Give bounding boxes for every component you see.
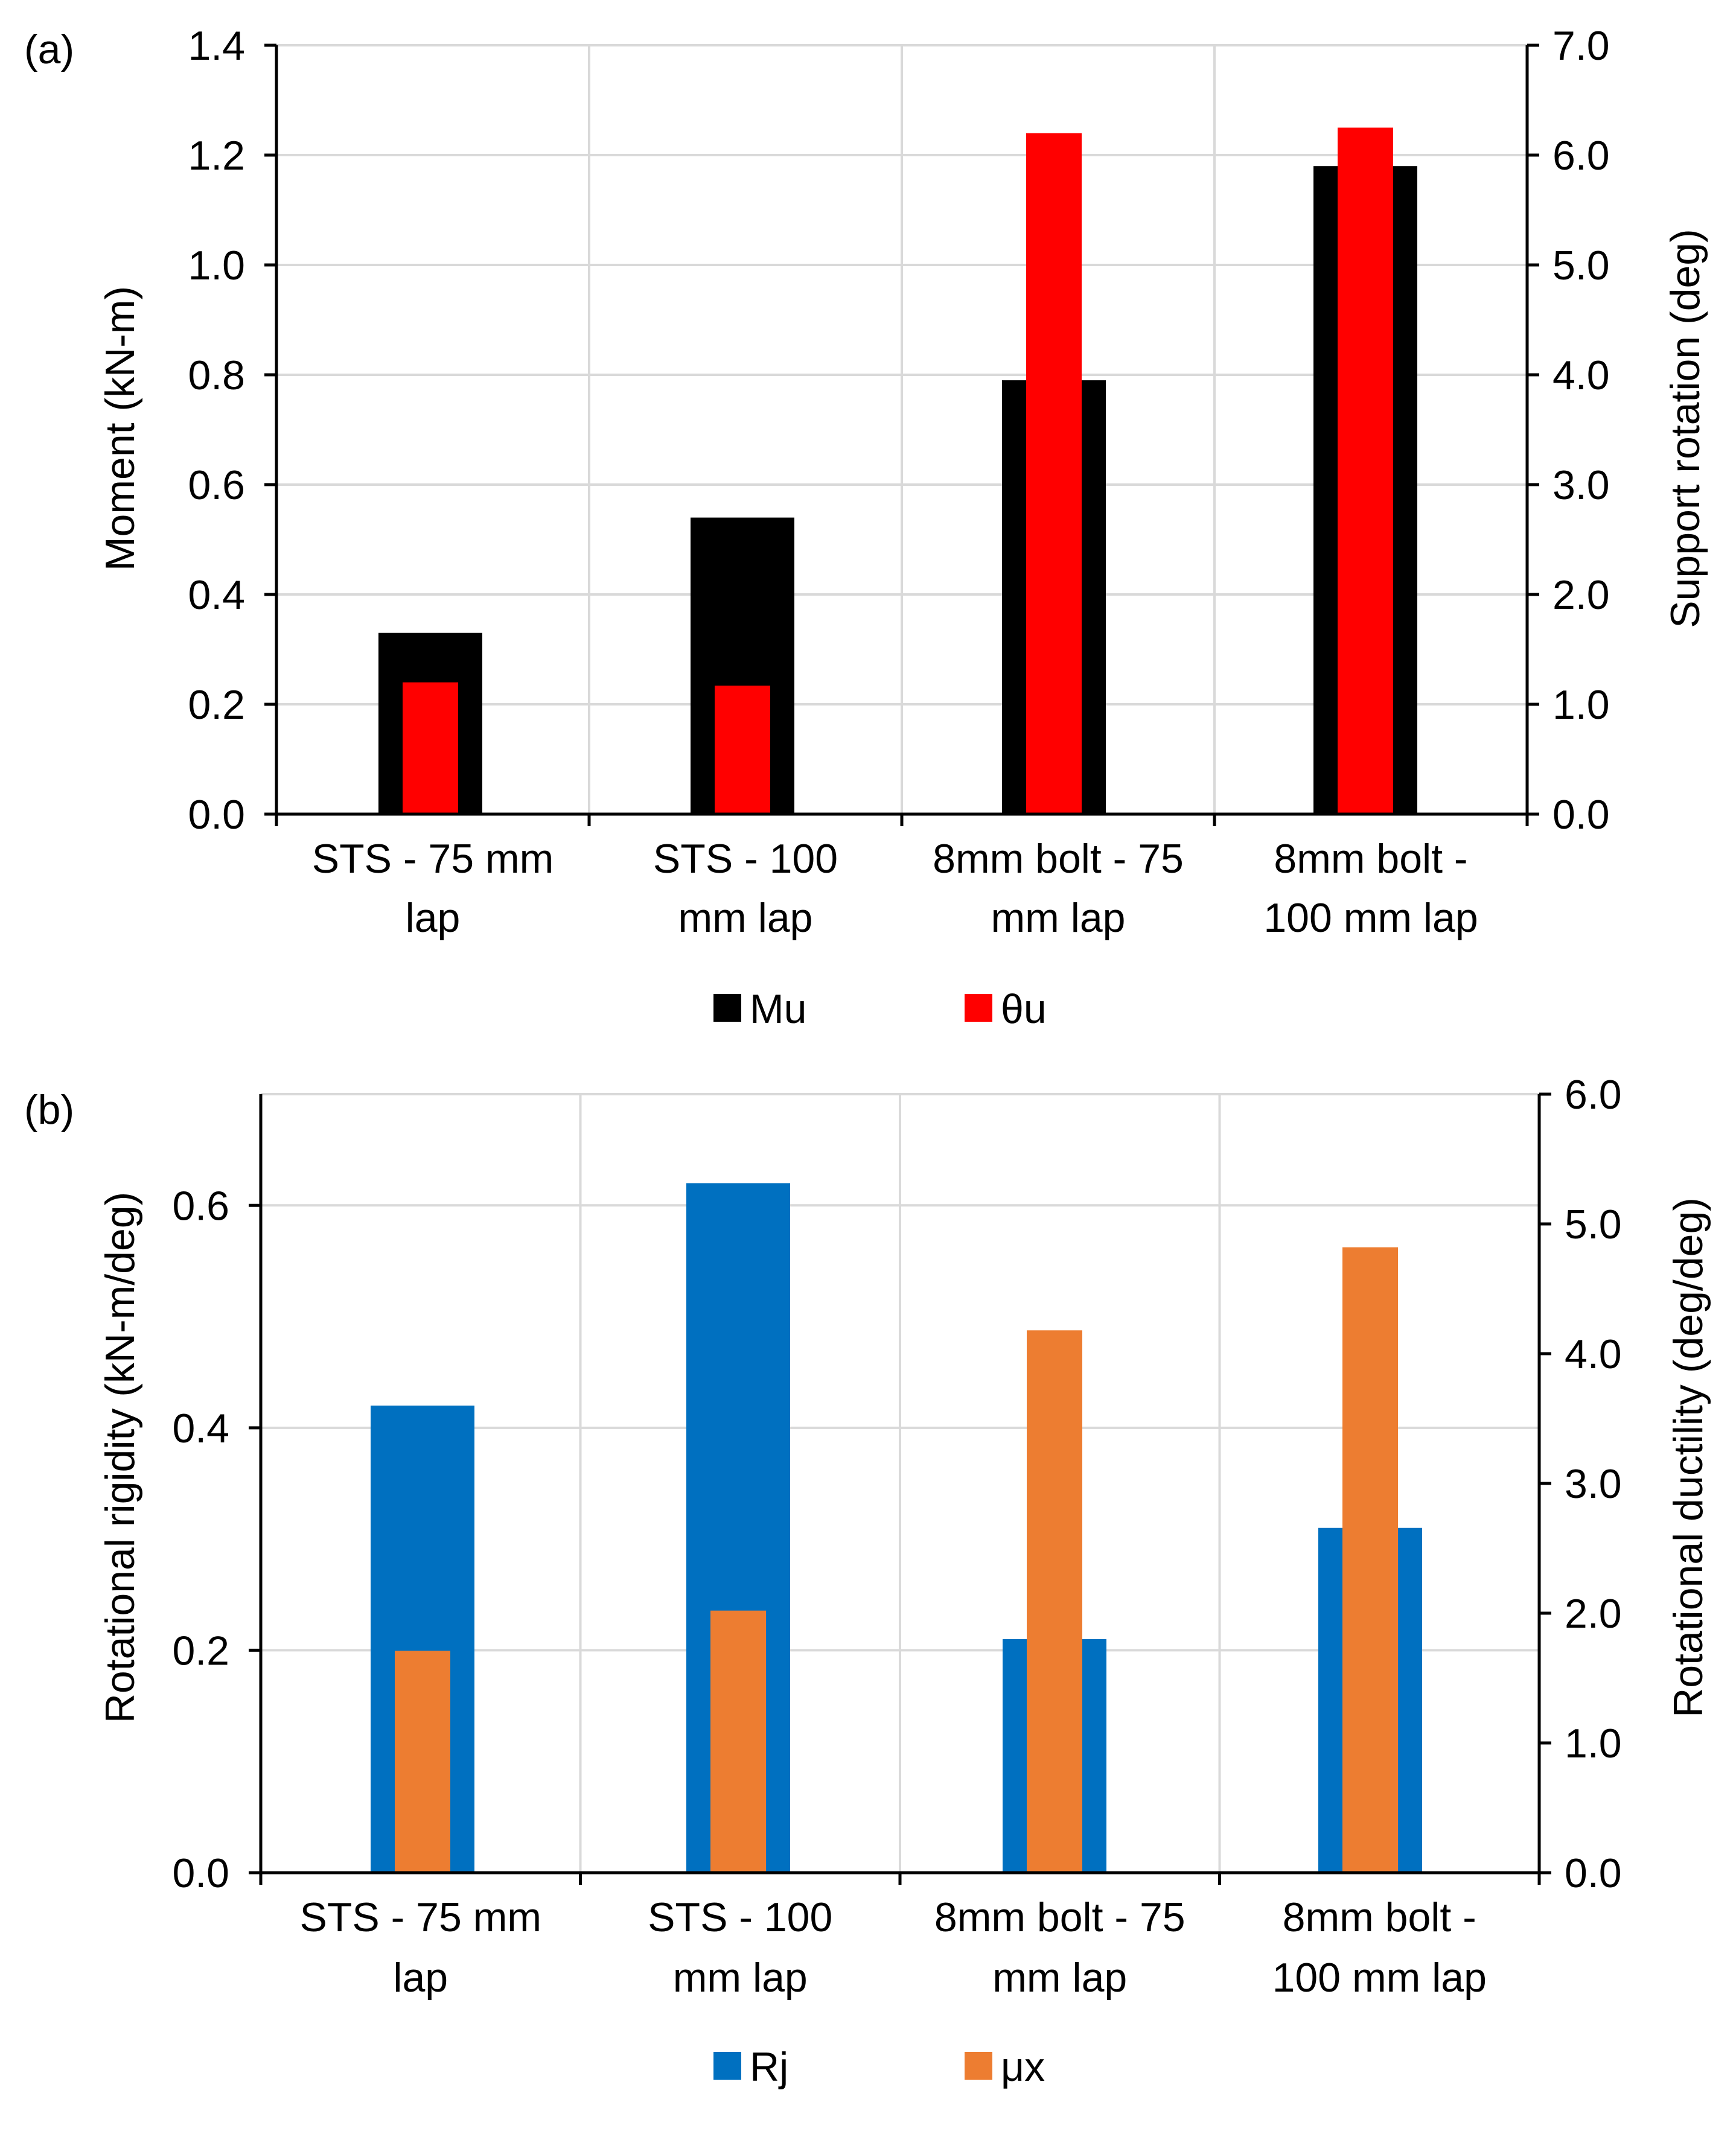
chart-b-bar-series2-2: [1027, 1330, 1082, 1873]
chart-a-y-tick-label: 0.8: [188, 352, 245, 398]
chart-b-y2-tick-label: 6.0: [1565, 1072, 1622, 1118]
chart-b-y-tick-label: 0.0: [172, 1850, 229, 1896]
chart-a-panel-label: (a): [24, 27, 74, 72]
chart-b-category-label-line2: lap: [393, 1955, 448, 2001]
chart-a-axes: [264, 43, 1539, 826]
chart-b-y-tick-label: 0.2: [172, 1628, 229, 1674]
chart-b-bar-series2-3: [1342, 1247, 1398, 1873]
chart-a-y2-tick-label: 2.0: [1553, 572, 1610, 618]
chart-a-y-tick-label: 0.2: [188, 682, 245, 728]
chart-a-bar-series2-2: [1026, 133, 1082, 815]
chart-a-y-tick-label: 0.0: [188, 792, 245, 838]
chart-a-category-label-line1: 8mm bolt -: [1274, 836, 1467, 882]
chart-b-bar-series2-1: [710, 1610, 766, 1873]
chart-a-y2-axis-label: Support rotation (deg): [1662, 229, 1708, 628]
chart-b-y2-axis-label: Rotational ductility (deg/deg): [1665, 1197, 1711, 1718]
chart-a-bar-series2-3: [1338, 127, 1393, 814]
chart-a-y2-tick-label: 3.0: [1553, 462, 1610, 508]
chart-a-y2-tick-label: 4.0: [1553, 352, 1610, 398]
chart-a-legend: Mu θu: [713, 986, 1047, 1032]
chart-b-y2-tick-label: 0.0: [1565, 1850, 1622, 1896]
chart-a-legend-swatch-mu: [713, 994, 741, 1022]
chart-a-y-axis-label: Moment (kN-m): [97, 286, 143, 571]
chart-b-y2-tick-label: 3.0: [1565, 1461, 1622, 1507]
chart-a-category-label-line2: mm lap: [991, 895, 1126, 941]
chart-a-bars: [378, 127, 1417, 815]
chart-a-tick-labels: 0.0 0.2 0.4 0.6 0.8 1.0 1.2 1.4 0.0 1.0 2.0 3.0 4.0 5…: [188, 23, 1609, 941]
chart-a-y2-tick-label: 6.0: [1553, 133, 1610, 179]
chart-b-axes: [249, 1092, 1551, 1885]
chart-b-y2-tick-label: 1.0: [1565, 1721, 1622, 1766]
chart-a-category-label-line2: mm lap: [678, 895, 813, 941]
chart-a-y2-tick-label: 7.0: [1553, 23, 1610, 69]
chart-a-bar-series2-0: [403, 682, 458, 814]
chart-b-legend-swatch-mu-x: [965, 2052, 992, 2080]
chart-a-bar-series2-1: [715, 686, 770, 814]
chart-a-category-label-line2: 100 mm lap: [1263, 895, 1478, 941]
chart-b-category-label-line1: 8mm bolt -: [1283, 1894, 1476, 1940]
chart-b-y2-tick-label: 4.0: [1565, 1331, 1622, 1377]
chart-a-category-label-line1: 8mm bolt - 75: [933, 836, 1184, 882]
chart-a-y-tick-label: 1.0: [188, 243, 245, 288]
chart-b-y-tick-label: 0.6: [172, 1183, 229, 1229]
chart-a-y-tick-label: 0.6: [188, 462, 245, 508]
chart-a-gridlines: [276, 44, 1527, 814]
chart-a-y2-tick-label: 1.0: [1553, 682, 1610, 728]
chart-b-legend-label-mu-x: μx: [1001, 2044, 1045, 2090]
chart-a-y-tick-label: 1.2: [188, 133, 245, 179]
chart-a-legend-label-mu: Mu: [750, 986, 806, 1032]
chart-a-y-tick-label: 1.4: [188, 23, 245, 69]
chart-b-bar-series2-0: [395, 1651, 450, 1873]
chart-b-legend-swatch-rj: [713, 2052, 741, 2080]
chart-b-category-label-line1: 8mm bolt - 75: [934, 1894, 1186, 1940]
chart-b-category-label-line2: 100 mm lap: [1272, 1955, 1487, 2001]
chart-b-y-tick-label: 0.4: [172, 1406, 229, 1451]
chart-b-y2-tick-label: 5.0: [1565, 1202, 1622, 1247]
chart-b-category-label-line1: STS - 100: [648, 1894, 832, 1940]
chart-b-bars: [371, 1183, 1422, 1873]
chart-b-y-axis-label: Rotational rigidity (kN-m/deg): [97, 1192, 143, 1724]
chart-b-category-label-line2: mm lap: [992, 1955, 1127, 2001]
chart-a-category-label-line1: STS - 75 mm: [312, 836, 554, 882]
chart-a-y-tick-label: 0.4: [188, 572, 245, 618]
chart-a: (a) Moment (kN-m) Support rotation (deg)…: [24, 23, 1708, 1032]
chart-a-legend-label-theta-u: θu: [1001, 986, 1047, 1032]
chart-a-category-label-line2: lap: [406, 895, 461, 941]
chart-b-tick-labels: 0.0 0.2 0.4 0.6 0.0 1.0 2.0 3.0 4.0 5.0 6.0 STS - 7…: [172, 1072, 1621, 2001]
chart-b: (b) Rotational rigidity (kN-m/deg) Rotat…: [24, 1072, 1711, 2090]
chart-b-category-label-line2: mm lap: [673, 1955, 808, 2001]
chart-a-y2-tick-label: 0.0: [1553, 792, 1610, 838]
chart-b-category-label-line1: STS - 75 mm: [300, 1894, 542, 1940]
chart-b-legend: Rj μx: [713, 2044, 1045, 2090]
chart-a-legend-swatch-theta-u: [965, 994, 992, 1022]
chart-b-y2-tick-label: 2.0: [1565, 1591, 1622, 1637]
chart-a-y2-tick-label: 5.0: [1553, 243, 1610, 288]
chart-b-panel-label: (b): [24, 1087, 74, 1133]
chart-b-legend-label-rj: Rj: [750, 2044, 788, 2090]
chart-a-category-label-line1: STS - 100: [653, 836, 838, 882]
